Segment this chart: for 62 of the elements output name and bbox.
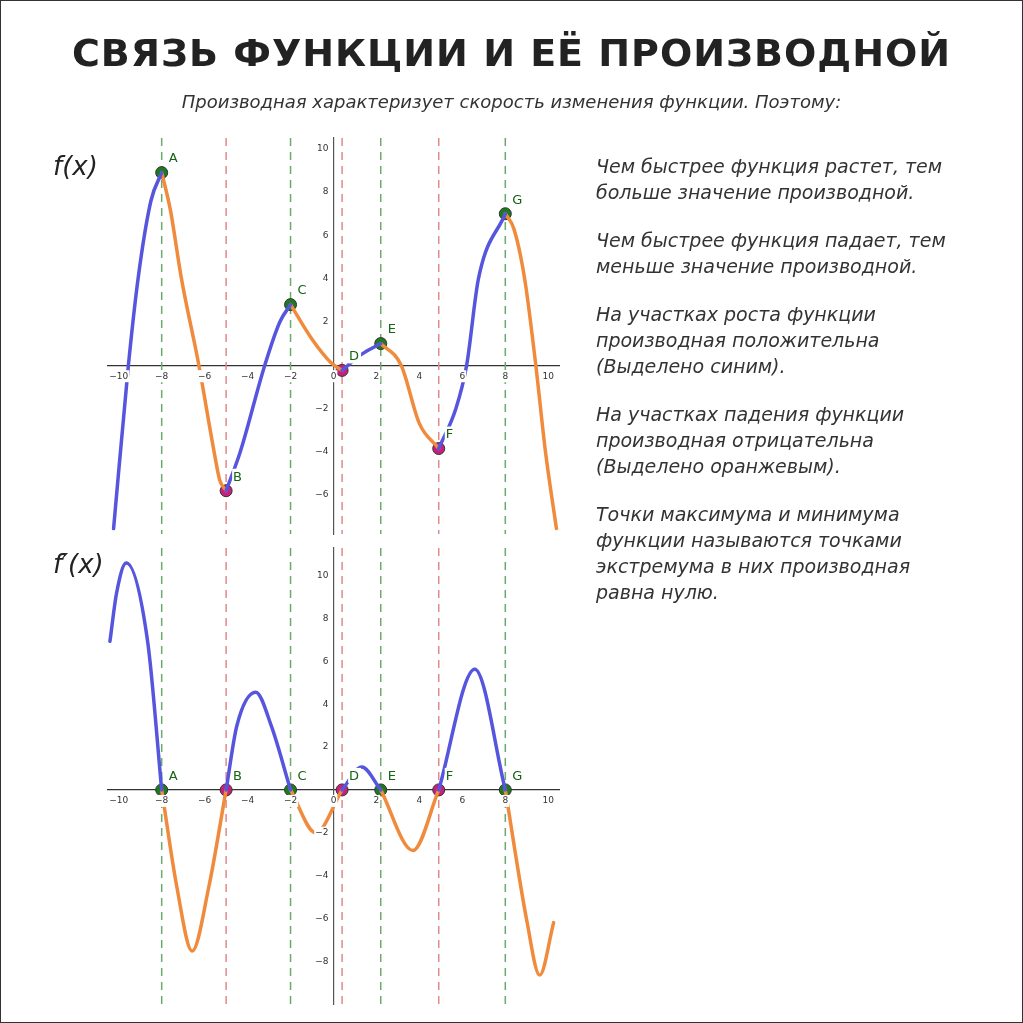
annotation: G [512, 767, 523, 783]
x-tick-label: 0 [330, 370, 337, 381]
y-tick-label: −2 [315, 827, 329, 838]
annotation: C [297, 767, 307, 783]
y-tick-label: 8 [322, 186, 329, 197]
annotation: A [168, 767, 178, 783]
x-tick-label: 10 [542, 795, 555, 806]
x-tick-label: 8 [502, 370, 509, 381]
y-axis-title: f(x) [53, 151, 98, 181]
text: Чем быстрее функция растет, тем больше значение производной. [596, 154, 944, 205]
x-tick-label: −4 [240, 370, 255, 381]
x-tick-label: −2 [283, 370, 298, 381]
x-tick-label: 2 [373, 370, 380, 381]
y-tick-label: −6 [315, 489, 329, 500]
annotation: C [297, 282, 307, 298]
text: На участках роста функции производная положительна (Выделено синим). [596, 302, 881, 379]
x-tick-label: 8 [502, 795, 509, 806]
x-tick-label: −10 [109, 795, 129, 806]
y-tick-label: −4 [315, 869, 329, 880]
x-tick-label: 2 [373, 795, 380, 806]
y-tick-label: 2 [322, 316, 329, 327]
annotation: B [233, 767, 243, 783]
x-tick-label: 6 [459, 795, 466, 806]
annotation: D [349, 767, 360, 783]
chart-title: СВЯЗЬ ФУНКЦИИ И ЕЁ ПРОИЗВОДНОЙ [70, 31, 953, 75]
y-tick-label: 8 [322, 612, 329, 623]
y-tick-label: −8 [315, 955, 329, 966]
x-tick-label: −4 [240, 795, 255, 806]
annotation: F [445, 426, 454, 442]
x-tick-label: −6 [198, 370, 212, 381]
chart-subtitle: Производная характеризует скорость изменения функции. Поэтому: [180, 91, 843, 112]
x-tick-label: −6 [198, 795, 212, 806]
annotation: E [387, 321, 396, 337]
x-tick-label: 10 [542, 370, 555, 381]
y-tick-label: 10 [317, 143, 329, 154]
y-tick-label: 6 [322, 655, 329, 666]
x-tick-label: −2 [283, 795, 298, 806]
y-tick-label: 4 [322, 698, 329, 709]
y-tick-label: −4 [315, 446, 329, 457]
y-tick-label: −6 [315, 912, 329, 923]
y-tick-label: 10 [317, 570, 329, 581]
y-tick-label: −2 [315, 402, 329, 413]
x-tick-label: −8 [155, 370, 169, 381]
y-tick-label: 2 [322, 741, 329, 752]
text: На участках падения функции производная отрицательна (Выделено оранжевым). [596, 402, 906, 479]
x-tick-label: 4 [416, 795, 423, 806]
text: Точки максимума и минимума функции называются точками экстремума в них производная равна нулю. [596, 502, 912, 605]
annotation: E [387, 767, 396, 783]
y-tick-label: 4 [322, 273, 329, 283]
annotation: D [349, 348, 360, 364]
x-tick-label: 4 [416, 370, 423, 381]
x-tick-label: 0 [330, 795, 337, 806]
annotation: A [168, 150, 178, 166]
y-tick-label: 6 [322, 229, 329, 240]
y-axis-title: f′(x) [53, 549, 104, 579]
x-tick-label: −8 [155, 795, 169, 806]
text: Чем быстрее функция падает, тем меньше значение производной. [596, 228, 947, 279]
annotation: F [445, 767, 454, 783]
x-tick-label: −10 [109, 370, 129, 381]
annotation: B [233, 468, 243, 484]
x-tick-label: 6 [459, 370, 466, 381]
annotation: G [512, 191, 523, 207]
